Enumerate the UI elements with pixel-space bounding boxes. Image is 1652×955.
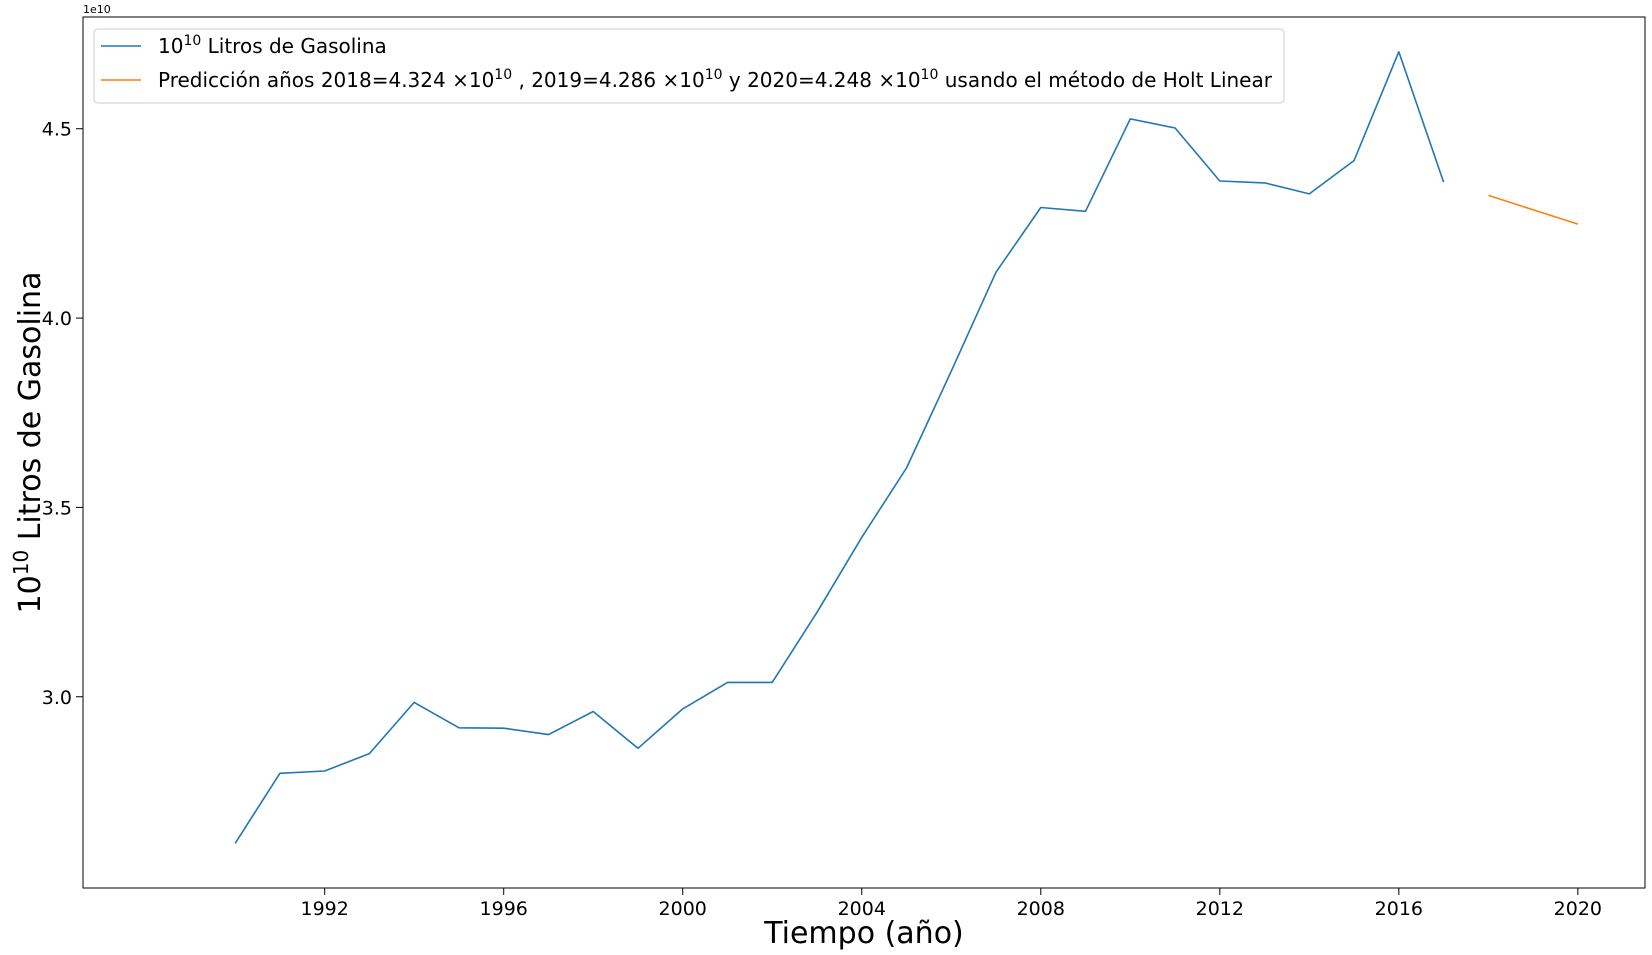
series-line-1 [234, 50, 1445, 844]
legend-text-segment: 10 [158, 34, 183, 58]
y-tick-label: 3.0 [42, 687, 72, 709]
y-tick-label: 3.5 [42, 497, 72, 519]
y-axis-title-rest: Litros de Gasolina [13, 272, 48, 550]
x-tick-label: 2004 [838, 898, 886, 920]
series-layer [234, 50, 1579, 844]
legend-label-2: Predicción años 2018=4.324 ×1010 , 2019=… [158, 67, 1273, 92]
series-line-2 [1488, 194, 1579, 225]
x-tick-label: 2000 [659, 898, 707, 920]
x-axis: 1992 1996 2000 2004 2008 2012 2016 2020 [301, 888, 1602, 920]
y-axis: 3.0 3.5 4.0 4.5 [42, 119, 83, 709]
legend-superscript: 10 [921, 67, 939, 83]
legend-superscript: 10 [183, 33, 201, 49]
legend-text-segment: , 2019=4.286 ×10 [512, 68, 705, 92]
y-tick-label: 4.5 [42, 119, 72, 141]
x-tick-label: 2016 [1375, 898, 1423, 920]
legend-text-segment: Litros de Gasolina [201, 34, 387, 58]
legend-text-segment: y 2020=4.248 ×10 [723, 68, 921, 92]
x-tick-label: 1996 [480, 898, 528, 920]
legend-superscript: 10 [494, 67, 512, 83]
y-axis-title-exp: 10 [9, 550, 33, 575]
x-tick-label: 1992 [301, 898, 349, 920]
plot-area [82, 16, 1646, 889]
x-axis-title: Tiempo (año) [763, 916, 964, 951]
legend-box [93, 28, 1285, 104]
legend-superscript: 10 [705, 67, 723, 83]
legend-label-1: 1010 Litros de Gasolina [158, 33, 387, 58]
x-tick-label: 2020 [1554, 898, 1602, 920]
x-tick-label: 2012 [1196, 898, 1244, 920]
y-tick-label: 4.0 [42, 308, 72, 330]
y-offset-text: 1e10 [83, 3, 111, 16]
x-tick-label: 2008 [1017, 898, 1065, 920]
legend-text-segment: Predicción años 2018=4.324 ×10 [158, 68, 494, 92]
y-axis-title: 1010 Litros de Gasolina [9, 272, 48, 614]
legend-text-segment: usando el método de Holt Linear [938, 68, 1272, 92]
plot-frame [82, 16, 1646, 889]
y-axis-title-base: 10 [13, 575, 48, 613]
